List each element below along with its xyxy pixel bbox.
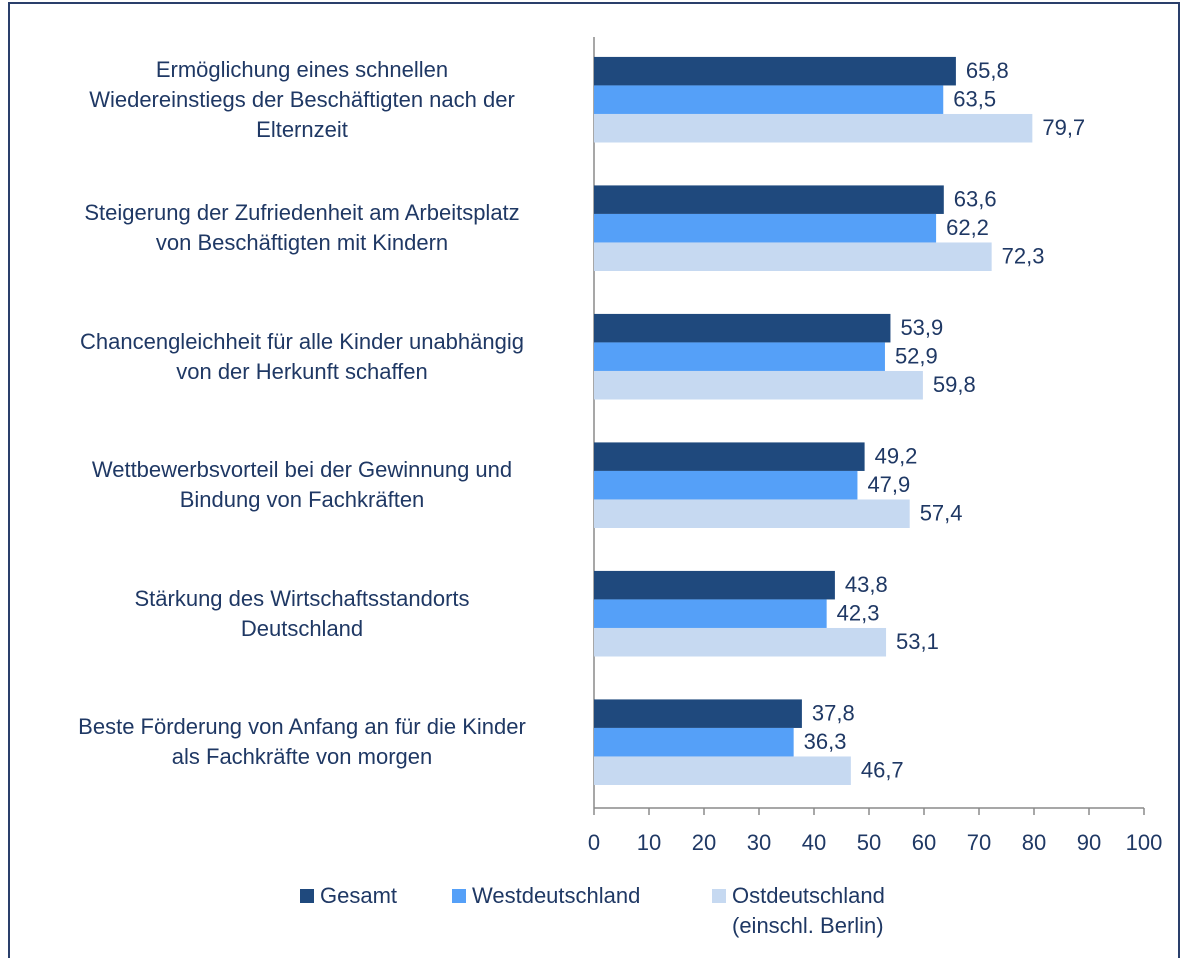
legend-label: Ostdeutschland (einschl. Berlin) bbox=[732, 883, 885, 938]
category-label: Steigerung der Zufriedenheit am Arbeitsp… bbox=[84, 200, 520, 256]
value-label: 43,8 bbox=[845, 572, 888, 597]
bar bbox=[594, 185, 944, 214]
bar bbox=[594, 599, 827, 628]
legend-label: Westdeutschland bbox=[472, 883, 641, 908]
legend-label: Gesamt bbox=[320, 883, 398, 908]
value-label: 63,5 bbox=[953, 87, 996, 112]
x-tick-label: 0 bbox=[588, 830, 600, 855]
value-label: 53,9 bbox=[900, 315, 943, 340]
legend-swatch bbox=[712, 889, 726, 903]
x-tick-label: 50 bbox=[857, 830, 881, 855]
value-label: 59,8 bbox=[933, 372, 976, 397]
category-label: Wettbewerbsvorteil bei der Gewinnung und… bbox=[91, 457, 513, 513]
category-label: Beste Förderung von Anfang an für die Ki… bbox=[78, 714, 526, 770]
x-tick-label: 40 bbox=[802, 830, 826, 855]
x-tick-label: 10 bbox=[637, 830, 661, 855]
x-tick-label: 30 bbox=[747, 830, 771, 855]
value-label: 65,8 bbox=[966, 58, 1009, 83]
legend-swatch bbox=[300, 889, 314, 903]
value-label: 79,7 bbox=[1042, 115, 1085, 140]
bar bbox=[594, 56, 956, 86]
bar bbox=[594, 85, 944, 114]
category-label: Stärkung des Wirtschaftsstandorts Deutsc… bbox=[134, 585, 470, 641]
bar bbox=[594, 499, 910, 528]
bar bbox=[594, 727, 794, 757]
value-label: 52,9 bbox=[895, 344, 938, 369]
value-label: 37,8 bbox=[812, 700, 855, 725]
value-label: 42,3 bbox=[837, 601, 880, 626]
value-label: 72,3 bbox=[1002, 244, 1045, 269]
bar bbox=[594, 113, 1033, 143]
legend-swatch bbox=[452, 889, 466, 903]
x-tick-label: 20 bbox=[692, 830, 716, 855]
bar bbox=[594, 213, 937, 243]
x-tick-label: 80 bbox=[1022, 830, 1046, 855]
bar bbox=[594, 442, 865, 471]
value-label: 57,4 bbox=[920, 501, 963, 526]
bar bbox=[594, 313, 891, 343]
bar bbox=[594, 342, 885, 371]
bar bbox=[594, 242, 992, 271]
x-tick-label: 90 bbox=[1077, 830, 1101, 855]
value-label: 49,2 bbox=[875, 443, 918, 468]
x-tick-label: 60 bbox=[912, 830, 936, 855]
bar bbox=[594, 627, 887, 657]
bar bbox=[594, 370, 923, 400]
category-label: Chancengleichheit für alle Kinder unabhä… bbox=[80, 328, 524, 384]
bar bbox=[594, 699, 802, 728]
value-label: 36,3 bbox=[804, 729, 847, 754]
category-label: Ermöglichung eines schnellen Wiedereinst… bbox=[89, 56, 515, 142]
value-label: 47,9 bbox=[867, 472, 910, 497]
value-label: 46,7 bbox=[861, 758, 904, 783]
value-label: 53,1 bbox=[896, 629, 939, 654]
bar bbox=[594, 756, 851, 785]
bar bbox=[594, 570, 835, 600]
x-tick-label: 70 bbox=[967, 830, 991, 855]
x-tick-label: 100 bbox=[1126, 830, 1163, 855]
bar bbox=[594, 470, 858, 500]
frame bbox=[8, 2, 1180, 958]
value-label: 62,2 bbox=[946, 215, 989, 240]
value-label: 63,6 bbox=[954, 186, 997, 211]
